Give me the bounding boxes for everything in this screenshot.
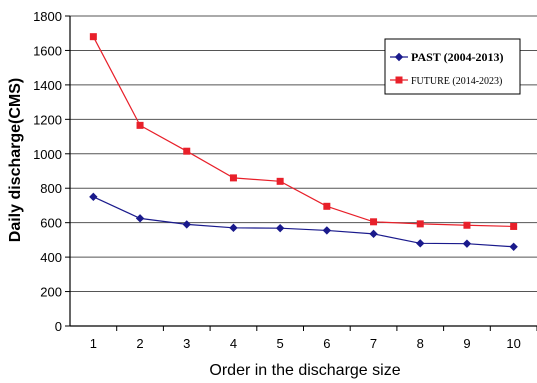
series-past xyxy=(89,192,518,251)
legend-item-future: FUTURE (2014-2023) xyxy=(390,76,502,87)
data-point-future-legend xyxy=(395,76,403,84)
data-point-past xyxy=(462,239,472,248)
y-tick-label: 1200 xyxy=(33,112,62,127)
y-tick-label: 800 xyxy=(40,181,62,196)
legend-label-future: FUTURE (2014-2023) xyxy=(411,76,502,87)
legend-item-past: PAST (2004-2013) xyxy=(390,50,504,64)
y-tick-label: 1000 xyxy=(33,147,62,162)
data-point-future xyxy=(229,174,237,182)
series-future xyxy=(89,33,518,230)
x-tick-label: 9 xyxy=(463,336,470,351)
x-tick-label: 10 xyxy=(506,336,520,351)
y-tick-label: 0 xyxy=(55,319,62,334)
data-point-future xyxy=(183,147,191,155)
data-point-past xyxy=(322,226,332,235)
y-axis-title: Daily discharge(CMS) xyxy=(7,78,24,242)
data-point-future xyxy=(416,220,424,228)
data-point-past xyxy=(89,192,98,202)
data-point-past xyxy=(229,223,238,233)
legend: PAST (2004-2013) FUTURE (2014-2023) xyxy=(384,38,521,95)
data-point-future xyxy=(136,121,144,129)
data-point-future xyxy=(323,202,331,210)
series-layer xyxy=(89,33,518,251)
x-tick-label: 6 xyxy=(323,336,330,351)
x-tick-label: 7 xyxy=(370,336,377,351)
x-tick-label: 2 xyxy=(136,336,143,351)
data-point-past xyxy=(369,229,378,239)
data-point-future xyxy=(276,177,284,185)
x-tick-label: 8 xyxy=(417,336,424,351)
legend-box xyxy=(384,38,521,95)
data-point-past xyxy=(416,239,425,248)
data-point-future xyxy=(463,221,471,229)
x-tick-label: 3 xyxy=(183,336,190,351)
gridlines xyxy=(70,15,537,293)
y-tick-label: 1800 xyxy=(33,9,62,24)
x-tick-label: 5 xyxy=(277,336,284,351)
series-line-future xyxy=(92,36,514,228)
y-tick-label: 1600 xyxy=(33,43,62,58)
x-tick-label: 1 xyxy=(90,336,97,351)
data-point-future xyxy=(370,218,378,226)
x-axis-ticks: 1 2 3 4 5 6 7 8 9 10 xyxy=(90,326,537,351)
data-point-past-legend xyxy=(394,52,404,62)
data-point-past xyxy=(135,214,145,223)
y-tick-label: 1400 xyxy=(33,78,62,93)
data-point-past xyxy=(275,223,285,233)
y-axis-ticks: 0 200 400 600 800 1000 1200 1400 1600 1800 xyxy=(33,9,70,334)
data-point-past xyxy=(509,242,518,251)
legend-label-past: PAST (2004-2013) xyxy=(411,50,504,64)
y-tick-label: 400 xyxy=(40,250,62,265)
data-point-future xyxy=(89,33,97,41)
x-tick-label: 4 xyxy=(230,336,237,351)
y-tick-label: 200 xyxy=(40,285,62,300)
series-line-past xyxy=(93,196,514,248)
y-tick-label: 600 xyxy=(40,216,62,231)
x-axis-title: Order in the discharge size xyxy=(209,362,400,379)
axes xyxy=(69,16,537,327)
data-point-future xyxy=(510,222,518,230)
data-point-past xyxy=(182,220,191,229)
